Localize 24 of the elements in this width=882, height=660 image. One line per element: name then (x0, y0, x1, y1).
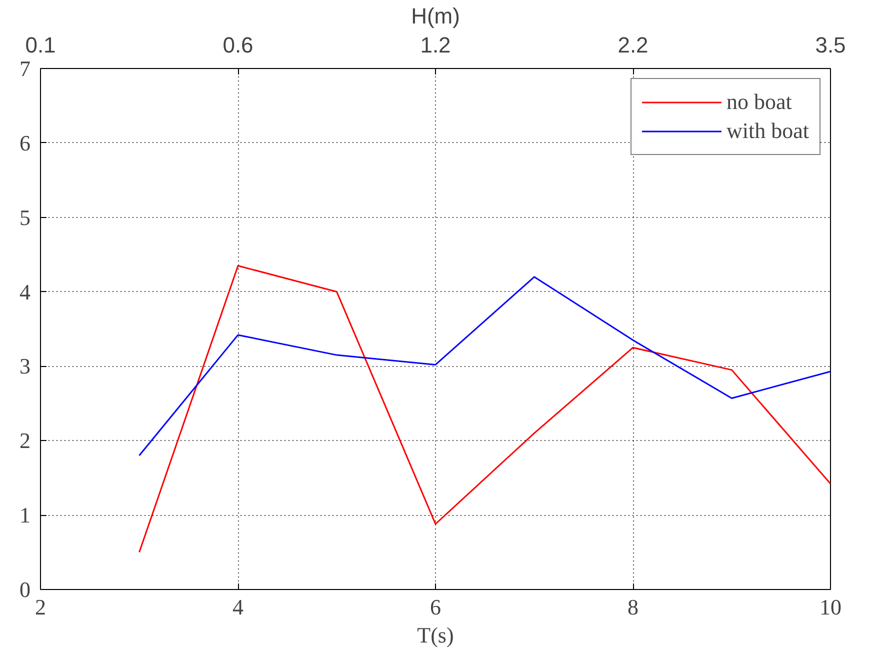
x2-axis-title: H(m) (411, 4, 460, 28)
text: 3.5 (815, 32, 846, 58)
text: 2.2 (618, 32, 648, 58)
x-tick-label: 4 (232, 594, 244, 620)
x-tick-label: 10 (820, 594, 842, 620)
y-tick-label: 2 (20, 428, 30, 454)
y-tick-label: 0 (20, 577, 30, 602)
y-tick-label: 6 (20, 130, 30, 156)
y-tick-label: 3 (20, 354, 30, 379)
y-tick-label: 5 (20, 204, 30, 230)
x-tick-label: 2 (35, 594, 46, 620)
text: 0.6 (222, 32, 254, 58)
x-tick-label: 6 (430, 594, 441, 620)
line-series (138, 264, 830, 554)
y-tick-label: 7 (20, 56, 30, 81)
legend-label: no boat (726, 89, 792, 115)
x-axis-title: T(s) (417, 622, 454, 648)
text: 1.2 (420, 32, 451, 58)
y-tick-label: 4 (20, 279, 30, 304)
x-tick-label: 8 (628, 594, 638, 620)
legend-label: with boat (726, 118, 809, 144)
y-tick-label: 1 (20, 502, 30, 528)
text: 0.1 (25, 32, 56, 58)
line-series (138, 276, 830, 456)
